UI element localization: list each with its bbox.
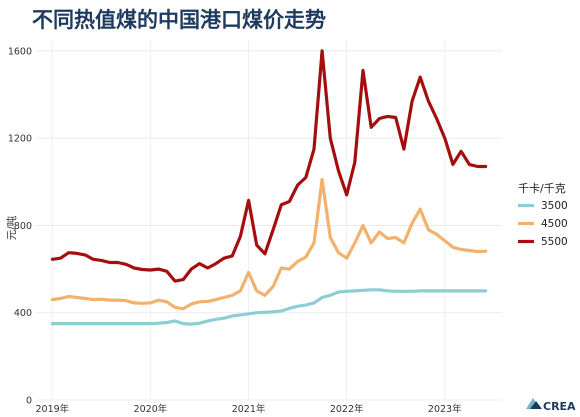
y-axis-ticks: 0 400 800 1200 1600	[8, 46, 32, 406]
chart-title: 不同热值煤的中国港口煤价走势	[32, 8, 326, 32]
x-tick-label: 2022年	[330, 403, 364, 415]
crea-logo-icon	[526, 398, 542, 409]
y-tick-label: 1200	[8, 134, 32, 145]
logo-text: CREA	[543, 400, 576, 413]
y-axis-title: 元/吨	[5, 215, 18, 240]
x-tick-label: 2019年	[36, 403, 70, 415]
y-tick-label: 1600	[8, 46, 32, 57]
x-tick-label: 2023年	[428, 403, 462, 415]
legend-title: 千卡/千克	[518, 182, 566, 195]
crea-logo: CREA	[526, 398, 576, 413]
legend-label-4500: 4500	[541, 218, 568, 230]
x-axis-ticks: 2019年 2020年 2021年 2022年 2023年	[36, 403, 463, 415]
y-tick-label: 0	[26, 396, 32, 407]
legend-label-5500: 5500	[541, 236, 568, 248]
legend: 千卡/千克 3500 4500 5500	[518, 182, 568, 248]
x-tick-label: 2021年	[232, 403, 266, 415]
legend-label-3500: 3500	[541, 200, 568, 212]
series-line-4500	[50, 178, 488, 311]
x-tick-label: 2020年	[134, 403, 168, 415]
series-line-3500	[50, 288, 488, 326]
gridlines	[36, 40, 502, 401]
y-tick-label: 800	[14, 221, 32, 232]
series-lines	[50, 49, 488, 326]
plot-panel	[36, 40, 502, 400]
y-tick-label: 400	[14, 308, 32, 319]
series-line-5500	[50, 49, 488, 283]
